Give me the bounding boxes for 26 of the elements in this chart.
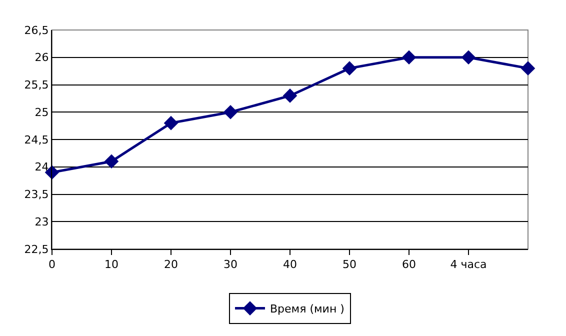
x-tick-label: 20 xyxy=(164,258,178,272)
y-tick-label: 22,5 xyxy=(24,242,49,256)
y-tick-label: 25 xyxy=(34,106,49,119)
point xyxy=(461,50,476,65)
x-tick-label: 0 xyxy=(48,258,56,272)
point xyxy=(342,61,357,76)
legend-label: Время (мин ) xyxy=(270,302,344,316)
y-tick-label: 23,5 xyxy=(24,188,49,202)
y-tick-label: 24,5 xyxy=(24,133,49,146)
point xyxy=(520,61,536,76)
y-tick-label: 26,5 xyxy=(24,24,49,37)
x-tick-label: 30 xyxy=(224,258,238,272)
y-tick-label: 26 xyxy=(34,51,49,64)
x-tick-label: 50 xyxy=(342,258,356,272)
point xyxy=(402,50,416,65)
x-tick-label: 60 xyxy=(402,258,416,272)
point xyxy=(223,104,238,120)
y-tick-label: 25,5 xyxy=(24,78,49,92)
x-tick-label: 4 часа xyxy=(450,258,487,272)
x-tick-label: 10 xyxy=(104,258,118,272)
point xyxy=(282,88,298,103)
point xyxy=(104,154,119,169)
y-tick-label: 23 xyxy=(34,215,49,228)
x-tick-label: 40 xyxy=(283,258,297,272)
y-tick-label: 24 xyxy=(34,160,49,174)
point xyxy=(164,116,178,130)
